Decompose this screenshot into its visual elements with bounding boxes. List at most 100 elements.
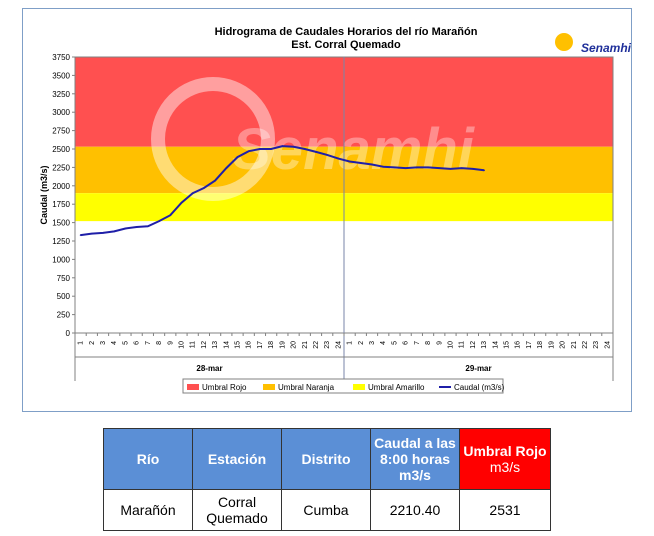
caudal-point [214, 179, 216, 182]
legend-swatch [187, 384, 199, 390]
caudal-point [416, 166, 418, 169]
x-tick-label: 24 [604, 341, 611, 349]
header-distrito: Distrito [281, 428, 371, 490]
x-tick-label: 19 [279, 341, 286, 349]
x-tick-label: 9 [167, 341, 174, 345]
caudal-point [281, 145, 284, 147]
y-tick-label: 1750 [52, 200, 70, 209]
header-estacion: Estación [192, 428, 282, 490]
caudal-point [270, 148, 272, 150]
legend-label: Umbral Rojo [202, 383, 247, 392]
caudal-point [326, 154, 328, 156]
x-tick-label: 20 [560, 341, 567, 349]
y-tick-label: 2500 [52, 145, 70, 154]
caudal-point [91, 232, 93, 235]
y-tick-label: 3500 [52, 71, 70, 80]
x-tick-label: 24 [335, 341, 342, 349]
y-tick-label: 2000 [52, 182, 70, 191]
caudal-point [124, 227, 127, 230]
x-tick-label: 11 [190, 341, 197, 348]
caudal-point [158, 220, 160, 222]
caudal-point [225, 167, 228, 169]
x-tick-label: 14 [223, 341, 230, 349]
legend-label: Caudal (m3/s) [454, 383, 505, 392]
cell-umbral-rojo: 2531 [459, 489, 551, 531]
x-tick-label: 2 [89, 341, 96, 345]
y-tick-label: 3250 [52, 90, 70, 99]
x-tick-label: 16 [515, 341, 522, 349]
caudal-point [147, 225, 149, 228]
caudal-point [337, 157, 340, 160]
chart-subtitle: Est. Corral Quemado [291, 39, 401, 51]
x-tick-label: 1 [347, 341, 354, 345]
header-caudal: Caudal a las 8:00 horas m3/s [370, 428, 460, 490]
cell-estacion: Corral Quemado [192, 489, 282, 531]
legend-label: Umbral Amarillo [368, 383, 425, 392]
x-tick-label: 23 [324, 341, 331, 349]
x-tick-label: 1 [78, 341, 85, 345]
cell-caudal: 2210.40 [370, 489, 460, 531]
caudal-point [348, 160, 351, 163]
x-tick-label: 22 [313, 341, 320, 349]
y-tick-label: 250 [57, 311, 71, 320]
watermark-sun-icon [151, 77, 275, 201]
y-tick-label: 2250 [52, 163, 70, 172]
x-tick-label: 2 [358, 341, 365, 345]
x-tick-label: 15 [235, 341, 242, 349]
x-tick-label: 11 [459, 341, 466, 348]
x-tick-label: 22 [582, 341, 589, 349]
caudal-point [472, 168, 474, 170]
caudal-point [483, 169, 485, 172]
cell-rio: Marañón [103, 489, 193, 531]
caudal-point [292, 145, 295, 148]
caudal-point [449, 168, 452, 170]
logo-sun-icon [555, 33, 573, 51]
y-tick-label: 3750 [52, 53, 70, 62]
x-tick-label: 15 [504, 341, 511, 349]
y-tick-label: 1000 [52, 255, 70, 264]
senamhi-logo: Senamhi [581, 41, 632, 55]
x-tick-label: 4 [380, 341, 387, 345]
x-tick-label: 14 [492, 341, 499, 349]
x-tick-label: 17 [257, 341, 264, 349]
header-umbral-rojo: Umbral Rojo m3/s [459, 428, 551, 490]
x-tick-label: 6 [403, 341, 410, 345]
caudal-point [169, 214, 172, 217]
x-tick-label: 4 [111, 341, 118, 345]
caudal-point [404, 167, 407, 169]
caudal-point [180, 201, 183, 204]
caudal-point [427, 166, 429, 169]
y-tick-label: 1500 [52, 219, 70, 228]
caudal-point [79, 234, 82, 236]
caudal-point [315, 151, 317, 153]
caudal-point [382, 165, 385, 168]
x-tick-label: 13 [212, 341, 219, 349]
y-tick-label: 0 [66, 329, 71, 338]
x-tick-label: 19 [548, 341, 555, 349]
caudal-point [438, 167, 441, 169]
x-tick-label: 23 [593, 341, 600, 349]
x-tick-label: 9 [436, 341, 443, 345]
y-tick-label: 2750 [52, 127, 70, 136]
x-tick-label: 12 [201, 341, 208, 349]
x-tick-label: 18 [268, 341, 275, 349]
date-label-29-mar: 29-mar [465, 364, 491, 373]
header-rio: Río [103, 428, 193, 490]
umbral-rojo-label: Umbral Rojo [463, 443, 547, 459]
x-tick-label: 5 [391, 341, 398, 345]
x-tick-label: 3 [369, 341, 376, 345]
chart-frame: Hidrograma de Caudales Horarios del río … [22, 8, 632, 412]
caudal-point [102, 232, 104, 234]
y-tick-label: 3000 [52, 108, 70, 117]
cell-distrito: Cumba [281, 489, 371, 531]
legend-label: Umbral Naranja [278, 383, 335, 392]
x-tick-label: 8 [425, 341, 432, 345]
legend-swatch [353, 384, 365, 390]
caudal-point [191, 192, 194, 194]
y-axis-label: Caudal (m3/s) [39, 165, 49, 224]
x-tick-label: 17 [526, 341, 533, 349]
caudal-point [236, 156, 239, 158]
x-tick-label: 6 [134, 341, 141, 345]
legend-swatch [263, 384, 275, 390]
y-tick-label: 500 [57, 292, 71, 301]
